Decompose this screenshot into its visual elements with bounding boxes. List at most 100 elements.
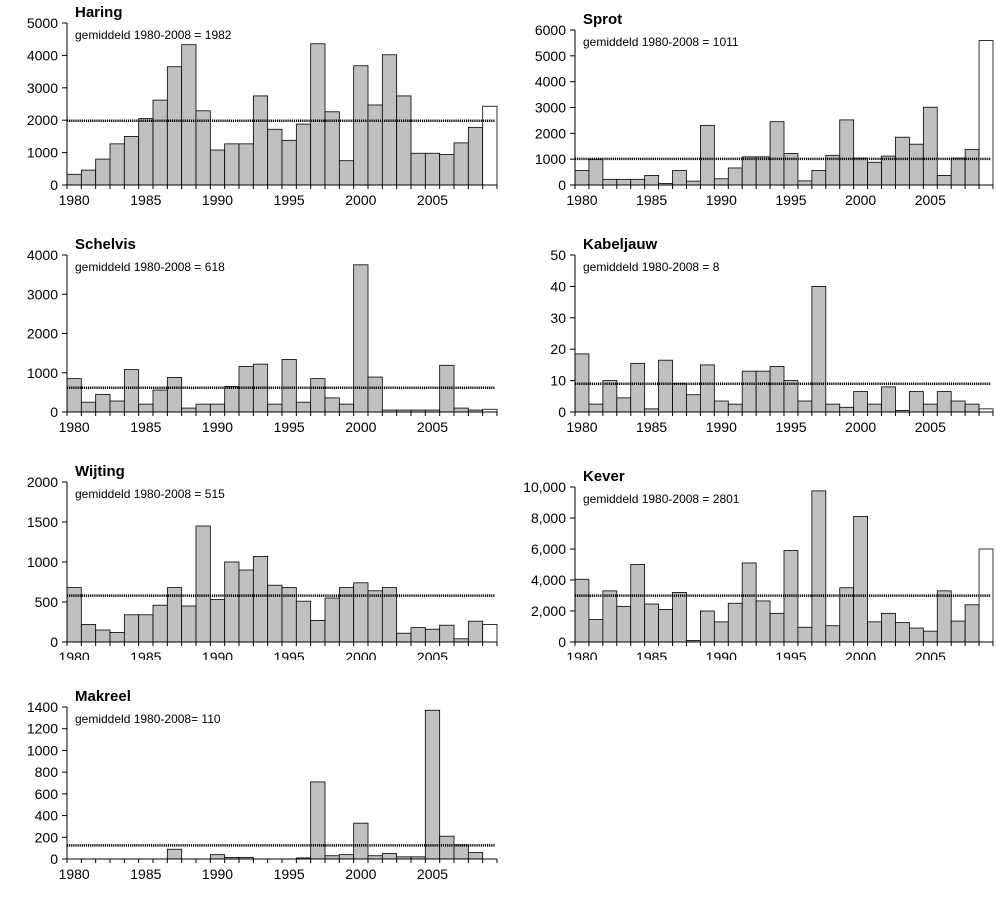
y-tick-label: 200: [35, 829, 59, 845]
bar-1993: [755, 370, 771, 413]
bar-2005: [922, 403, 938, 413]
bar-1998: [825, 625, 841, 643]
x-tick-label: 1980: [59, 419, 90, 435]
bar-2002: [881, 155, 896, 186]
y-tick-label: 0: [558, 634, 566, 650]
x-tick-label: 1985: [130, 192, 161, 205]
bar-2008: [964, 604, 980, 643]
bar-1997: [310, 781, 326, 860]
bar-1989: [195, 525, 211, 643]
bar-1996: [797, 180, 813, 186]
x-tick-label: 1985: [636, 192, 667, 205]
bar-1993: [755, 600, 771, 643]
y-tick-label: 0: [50, 851, 58, 867]
y-tick-label: 6000: [535, 22, 566, 38]
bar-1983: [616, 397, 632, 413]
chart-subtitle: gemiddeld 1980-2008 = 515: [75, 487, 225, 501]
bar-1985: [138, 403, 154, 413]
x-tick-label: 2005: [915, 649, 946, 660]
bar-1988: [181, 605, 197, 643]
bar-2002: [381, 853, 398, 860]
y-tick-label: 20: [550, 341, 566, 357]
y-tick-label: 1000: [27, 145, 58, 161]
bar-2008: [467, 852, 484, 860]
x-tick-label: 1990: [202, 192, 233, 205]
bar-2001: [367, 104, 383, 186]
bar-1987: [672, 170, 687, 186]
bar-1987: [166, 848, 183, 860]
x-tick-label: 2000: [845, 192, 876, 205]
bar-1994: [267, 403, 283, 413]
y-tick-label: 0: [50, 634, 58, 650]
y-tick-label: 1200: [27, 721, 58, 737]
bar-1991: [727, 403, 743, 413]
bar-1996: [797, 400, 813, 413]
bar-1986: [658, 609, 673, 643]
bar-1987: [672, 383, 687, 413]
bar-2007: [950, 157, 966, 186]
bar-1992: [238, 366, 254, 413]
y-tick-label: 600: [35, 786, 59, 802]
y-tick-label: 1000: [27, 554, 58, 570]
bar-1983: [109, 400, 125, 413]
bar-2007: [950, 400, 966, 413]
bar-1981: [588, 403, 604, 413]
bar-1994: [769, 612, 785, 643]
y-tick-label: 5000: [27, 15, 58, 31]
bar-1990: [713, 400, 729, 413]
bar-1984: [630, 178, 646, 186]
chart-makreel: 0 200 400 600 800 1000 1200 1400 1980 1985 1990 199…: [27, 690, 498, 882]
bar-1983: [109, 631, 125, 643]
chart-subtitle: gemiddeld 1980-2008 = 1011: [583, 35, 739, 49]
bar-1980: [66, 378, 82, 413]
x-tick-label: 2005: [417, 192, 448, 205]
bar-1985: [138, 614, 154, 643]
bar-1981: [80, 623, 97, 643]
x-tick-label: 2000: [845, 419, 876, 435]
bar-1995: [281, 139, 297, 186]
bar-1996: [295, 401, 312, 413]
x-tick-label: 2000: [345, 866, 376, 882]
y-tick-label: 0: [50, 177, 58, 193]
bar-1982: [602, 590, 618, 643]
y-tick-label: 50: [550, 247, 566, 263]
bar-2005: [424, 709, 441, 860]
bar-2009: [978, 40, 994, 186]
bar-1986: [152, 389, 168, 413]
bar-2003: [895, 622, 910, 643]
chart-haring: 0 1000 2000 3000 4000 5000 1980 1985 1990 1995 200…: [27, 4, 498, 205]
y-tick-label: 1000: [27, 742, 58, 758]
bar-2004: [410, 152, 426, 186]
bar-1989: [699, 610, 715, 643]
bar-1990: [209, 599, 226, 643]
bar-1982: [95, 393, 111, 413]
chart-title: Kabeljauw: [583, 237, 658, 253]
y-tick-label: 2000: [27, 326, 58, 342]
bar-1981: [80, 401, 97, 413]
chart-subtitle: gemiddeld 1980-2008 = 8: [583, 260, 720, 274]
x-tick-label: 2005: [417, 866, 448, 882]
bar-1981: [588, 619, 604, 643]
x-tick-label: 2005: [915, 419, 946, 435]
bar-2009: [482, 623, 498, 643]
bar-1990: [713, 621, 729, 643]
bar-2005: [922, 630, 938, 643]
bar-1997: [310, 43, 326, 186]
x-tick-label: 2005: [915, 192, 946, 205]
chart-title: Kever: [583, 468, 625, 485]
bar-1988: [181, 407, 197, 413]
bar-1982: [602, 380, 618, 413]
bar-1989: [699, 364, 715, 413]
bar-2002: [881, 612, 896, 643]
y-tick-label: 2,000: [531, 603, 566, 619]
y-tick-label: 2000: [27, 474, 58, 490]
bar-1992: [741, 562, 757, 643]
bar-1985: [644, 603, 660, 643]
bar-1988: [181, 44, 197, 186]
bar-1984: [630, 564, 646, 643]
bar-2000: [353, 582, 369, 643]
bar-1987: [672, 591, 687, 643]
x-tick-label: 1985: [130, 419, 161, 435]
bar-2003: [895, 136, 910, 186]
y-tick-label: 4000: [27, 247, 58, 263]
